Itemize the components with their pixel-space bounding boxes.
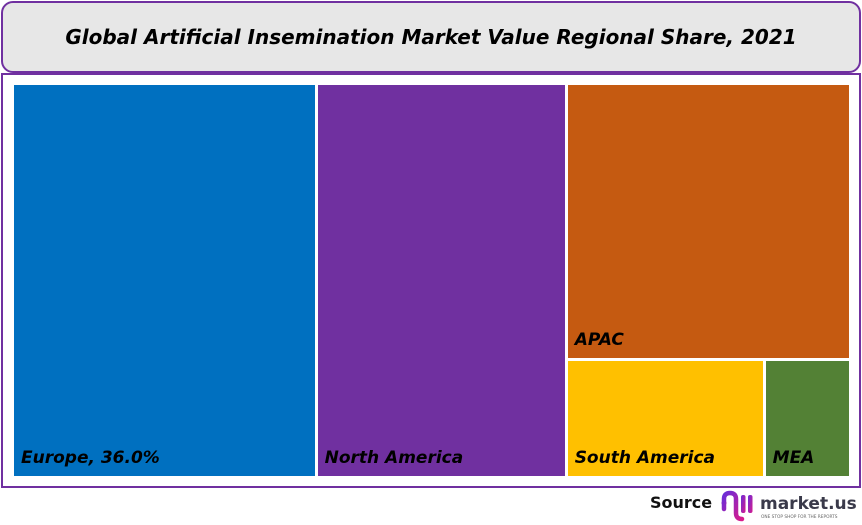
treemap-tile-south-america: South America — [567, 361, 763, 476]
chart-title: Global Artificial Insemination Market Va… — [65, 25, 797, 49]
treemap-plot: Europe, 36.0% North America APAC South Amer… — [14, 85, 849, 476]
tile-label: North America — [324, 448, 464, 468]
treemap-tile-north-america: North America — [317, 85, 565, 476]
treemap-tile-europe: Europe, 36.0% — [14, 85, 315, 476]
svg-text:ONE STOP SHOP FOR THE REPORTS: ONE STOP SHOP FOR THE REPORTS — [761, 514, 838, 520]
svg-text:market.us: market.us — [760, 494, 857, 514]
tile-label: APAC — [574, 330, 624, 351]
tile-label: Europe, 36.0% — [21, 448, 160, 468]
source-label: Source — [650, 493, 713, 512]
chart-area: Europe, 36.0% North America APAC South Amer… — [1, 73, 861, 488]
treemap-tile-mea: MEA — [765, 361, 849, 476]
tile-label: South America — [574, 447, 716, 468]
chart-title-box: Global Artificial Insemination Market Va… — [1, 1, 861, 73]
treemap-tile-apac: APAC — [567, 85, 849, 359]
tile-label: MEA — [772, 447, 815, 468]
market-us-logo: market.us ONE STOP SHOP FOR THE REPORTS — [721, 490, 857, 522]
